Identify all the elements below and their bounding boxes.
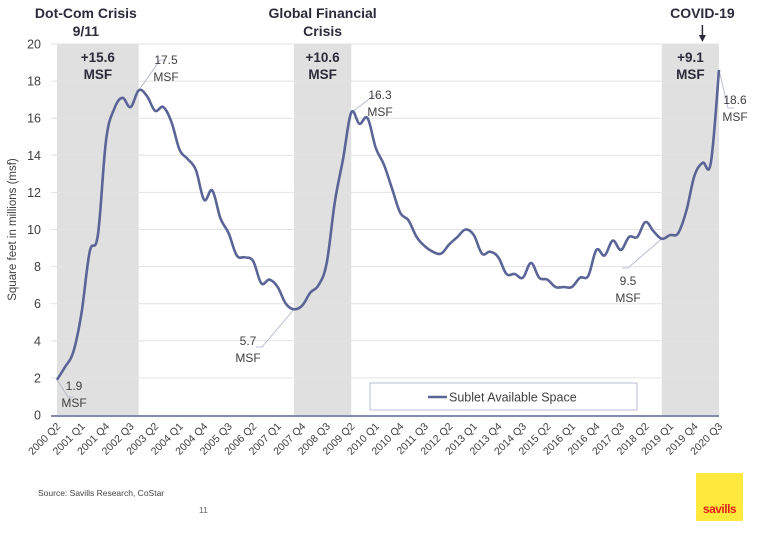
legend-label: Sublet Available Space — [449, 391, 577, 405]
annotation-label: 18.6 — [723, 93, 747, 107]
period-title: Dot-Com Crisis — [35, 5, 137, 21]
period-change-label: +15.6 — [81, 50, 116, 65]
savills-logo: savills — [696, 473, 743, 521]
annotation-label: 5.7 — [240, 334, 257, 348]
annotation-leader-line — [718, 69, 734, 109]
y-tick-label: 8 — [34, 260, 41, 274]
annotation-label: 1.9 — [66, 379, 83, 393]
logo-text: savills — [702, 502, 737, 516]
down-arrow-icon — [698, 35, 706, 42]
period-change-label: MSF — [308, 67, 337, 82]
y-tick-label: 18 — [27, 75, 41, 89]
period-title: Global Financial — [269, 5, 377, 21]
annotation-leader-line — [622, 238, 663, 269]
y-tick-label: 16 — [27, 112, 41, 126]
y-tick-label: 10 — [27, 223, 41, 237]
y-tick-label: 0 — [34, 409, 41, 423]
annotation-label: MSF — [367, 105, 392, 119]
annotation-leader-line — [256, 309, 295, 348]
y-axis-label: Square feet in millions (msf) — [7, 158, 19, 301]
annotation-label: 9.5 — [620, 274, 637, 288]
annotation-label: MSF — [722, 110, 747, 124]
period-change-label: +10.6 — [306, 50, 341, 65]
y-tick-label: 20 — [27, 38, 41, 52]
y-tick-label: 4 — [34, 334, 41, 348]
period-title: Crisis — [303, 23, 342, 39]
period-title: COVID-19 — [670, 5, 735, 21]
y-tick-label: 12 — [27, 186, 41, 200]
y-tick-label: 2 — [34, 371, 41, 385]
period-title: 9/11 — [73, 23, 100, 39]
period-change-label: +9.1 — [677, 50, 704, 65]
annotation-label: 17.5 — [154, 53, 178, 67]
annotation-leader-line — [350, 95, 379, 113]
y-tick-label: 14 — [27, 149, 41, 163]
series-line-sublet-available-space — [55, 69, 721, 381]
annotation-label: 16.3 — [368, 88, 392, 102]
annotation-leader-line — [138, 59, 166, 91]
page-number: 11 — [199, 505, 208, 515]
annotation-leader-line — [56, 379, 74, 398]
period-change-label: MSF — [84, 67, 113, 82]
annotation-label: MSF — [615, 291, 640, 305]
sublet-space-chart: 0 2 4 6 8 10 12 14 16 18 20 Square feet in millions… — [7, 5, 748, 458]
source-note: Source: Savills Research, CoStar — [38, 488, 165, 498]
annotation-label: MSF — [61, 396, 86, 410]
y-tick-label: 6 — [34, 297, 41, 311]
annotation-label: MSF — [153, 70, 178, 84]
legend-box — [369, 382, 638, 411]
period-change-label: MSF — [676, 67, 705, 82]
annotation-label: MSF — [235, 351, 260, 365]
